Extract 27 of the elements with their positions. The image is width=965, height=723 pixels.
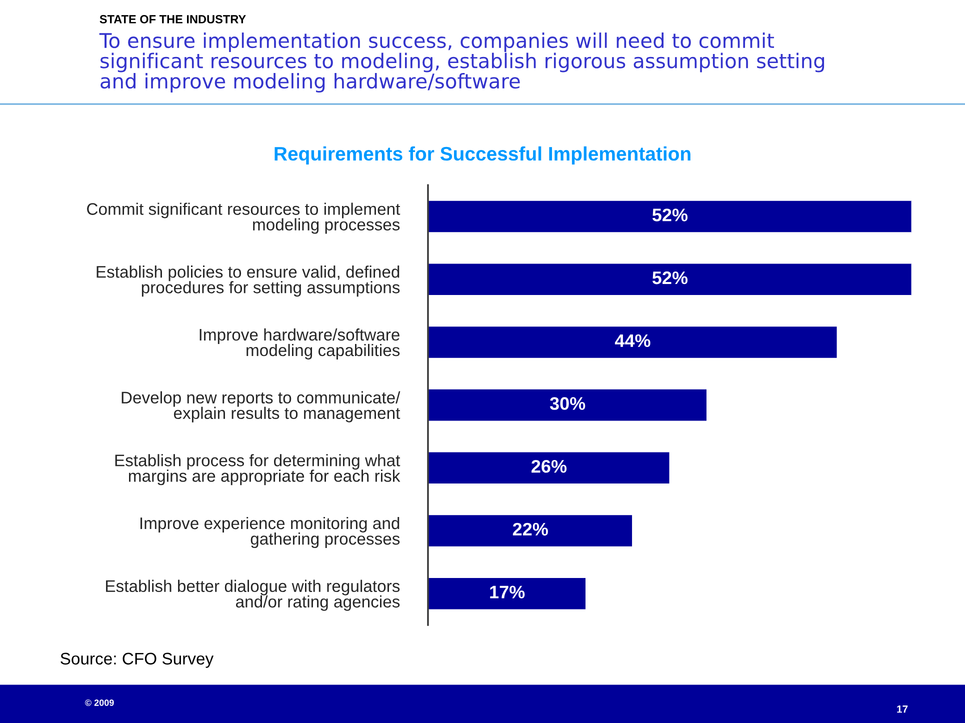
text: 17: [897, 706, 908, 713]
bar: [428, 262, 912, 296]
text: STATE OF THE INDUSTRY: [100, 15, 246, 24]
data-label: 17%: [490, 586, 525, 598]
y-tick-label: Improve hardware/software modeling capabilities: [200, 328, 400, 360]
bar: [428, 514, 634, 548]
y-tick-label: Establish process for determining what margins are appropriate for each risk: [115, 454, 400, 486]
data-label: 52%: [652, 271, 688, 284]
bar: [428, 576, 587, 611]
data-label: 22%: [512, 522, 548, 536]
source-note: Source: CFO Survey: [60, 652, 214, 668]
y-tick-label: Improve experience monitoring and gathering processes: [140, 516, 400, 548]
data-label: 26%: [532, 460, 567, 473]
data-label: 44%: [614, 334, 650, 348]
data-label: 30%: [550, 397, 586, 410]
bar: [428, 450, 671, 485]
bar: [428, 388, 708, 422]
data-label: 52%: [652, 208, 688, 222]
y-tick-label: Commit significant resources to implement modeling processes: [87, 202, 400, 234]
text: © 2009: [85, 700, 114, 706]
y-tick-label: Develop new reports to communicate/ explain results to management: [122, 391, 400, 422]
y-tick-label: Establish better dialogue with regulators and/or rating agencies: [106, 580, 400, 611]
chart-title: Requirements for Successful Implementation: [274, 146, 690, 165]
y-tick-label: Establish policies to ensure valid, defined procedures for setting assumptions: [96, 266, 400, 297]
chart-subtitle: To ensure implementation success, companies will need to commit significant resources to modeling, establish rigorous assumption setting and improve modeling hardware/software: [99, 32, 824, 93]
bar: [428, 325, 838, 360]
bar: [428, 199, 912, 234]
